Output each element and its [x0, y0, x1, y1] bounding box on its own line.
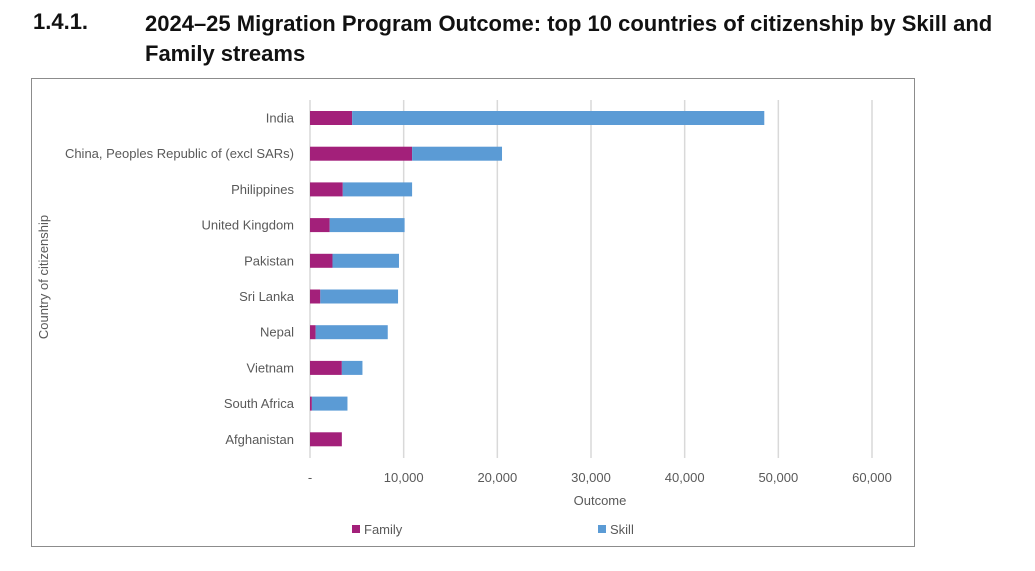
x-tick-label: 30,000 [571, 470, 611, 485]
y-tick-label: South Africa [224, 396, 295, 411]
y-tick-label: United Kingdom [202, 218, 295, 233]
bar-family [310, 146, 413, 161]
bar-family [310, 325, 316, 340]
x-tick-label: - [308, 470, 312, 485]
y-tick-label: Sri Lanka [239, 289, 295, 304]
bar-family [310, 253, 333, 268]
y-tick-label: China, Peoples Republic of (excl SARs) [65, 146, 294, 161]
y-tick-label: Vietnam [247, 360, 294, 375]
legend-swatch-family [352, 525, 360, 533]
bar-family [310, 182, 343, 197]
y-tick-label: Nepal [260, 325, 294, 340]
bar-family [310, 396, 312, 411]
x-tick-label: 50,000 [758, 470, 798, 485]
page-title: 2024–25 Migration Program Outcome: top 1… [145, 11, 993, 66]
bar-skill [315, 325, 388, 340]
bar-skill [342, 182, 413, 197]
bar-family [310, 289, 321, 304]
x-tick-label: 20,000 [477, 470, 517, 485]
bar-family [310, 218, 330, 233]
legend-label: Skill [610, 522, 634, 537]
bar-skill [352, 111, 765, 125]
bar-family [310, 432, 342, 447]
y-tick-label: Philippines [231, 182, 294, 197]
x-tick-label: 10,000 [384, 470, 424, 485]
bar-skill [412, 146, 503, 161]
x-tick-label: 60,000 [852, 470, 892, 485]
chart-frame [31, 78, 915, 547]
section-number: 1.4.1. [33, 9, 89, 34]
legend-swatch-skill [598, 525, 606, 533]
bar-skill [341, 360, 363, 375]
y-tick-label: Afghanistan [225, 432, 294, 447]
y-tick-label: Pakistan [244, 253, 294, 268]
bar-family [310, 360, 342, 375]
y-tick-label: India [266, 111, 295, 126]
bar-skill [329, 218, 405, 233]
bar-family [310, 111, 353, 125]
x-axis-title: Outcome [574, 493, 627, 508]
bar-skill [332, 253, 399, 268]
x-tick-label: 40,000 [665, 470, 705, 485]
bar-skill [320, 289, 399, 304]
legend-label: Family [364, 522, 403, 537]
y-axis-title: Country of citizenship [36, 215, 51, 339]
bar-skill [311, 396, 348, 411]
